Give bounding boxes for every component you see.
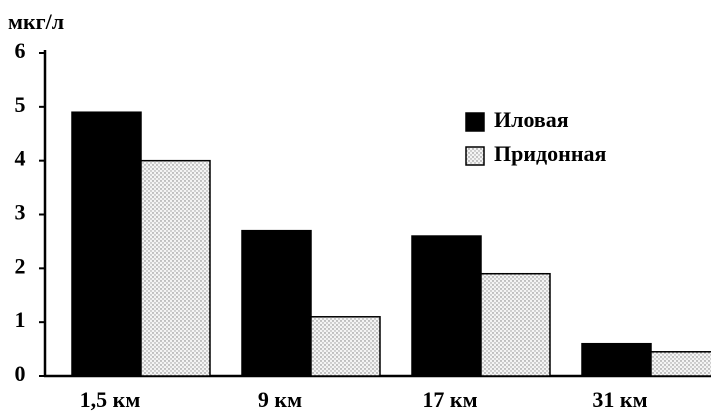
bar bbox=[310, 316, 381, 377]
bar bbox=[480, 272, 551, 377]
bar bbox=[140, 159, 211, 377]
y-tick-label: 5 bbox=[15, 92, 26, 117]
legend-label: Придонная bbox=[494, 141, 607, 166]
x-tick-label: 1,5 км bbox=[80, 387, 141, 412]
legend-label: Иловая bbox=[494, 107, 569, 132]
bar bbox=[650, 351, 711, 377]
y-axis-label: мкг/л bbox=[8, 9, 64, 34]
legend-swatch bbox=[465, 146, 485, 166]
bar bbox=[71, 111, 142, 377]
legend-swatch bbox=[465, 112, 485, 132]
y-tick-label: 0 bbox=[15, 361, 26, 386]
bar bbox=[411, 235, 482, 377]
x-tick-label: 31 км bbox=[592, 387, 647, 412]
y-tick-label: 3 bbox=[15, 200, 26, 225]
y-tick-label: 2 bbox=[15, 253, 26, 278]
bar bbox=[581, 342, 652, 377]
bar bbox=[241, 229, 312, 377]
x-tick-label: 9 км bbox=[258, 387, 302, 412]
y-tick-label: 1 bbox=[15, 307, 26, 332]
x-tick-label: 17 км bbox=[422, 387, 477, 412]
y-tick-label: 6 bbox=[15, 38, 26, 63]
y-tick-label: 4 bbox=[15, 146, 26, 171]
